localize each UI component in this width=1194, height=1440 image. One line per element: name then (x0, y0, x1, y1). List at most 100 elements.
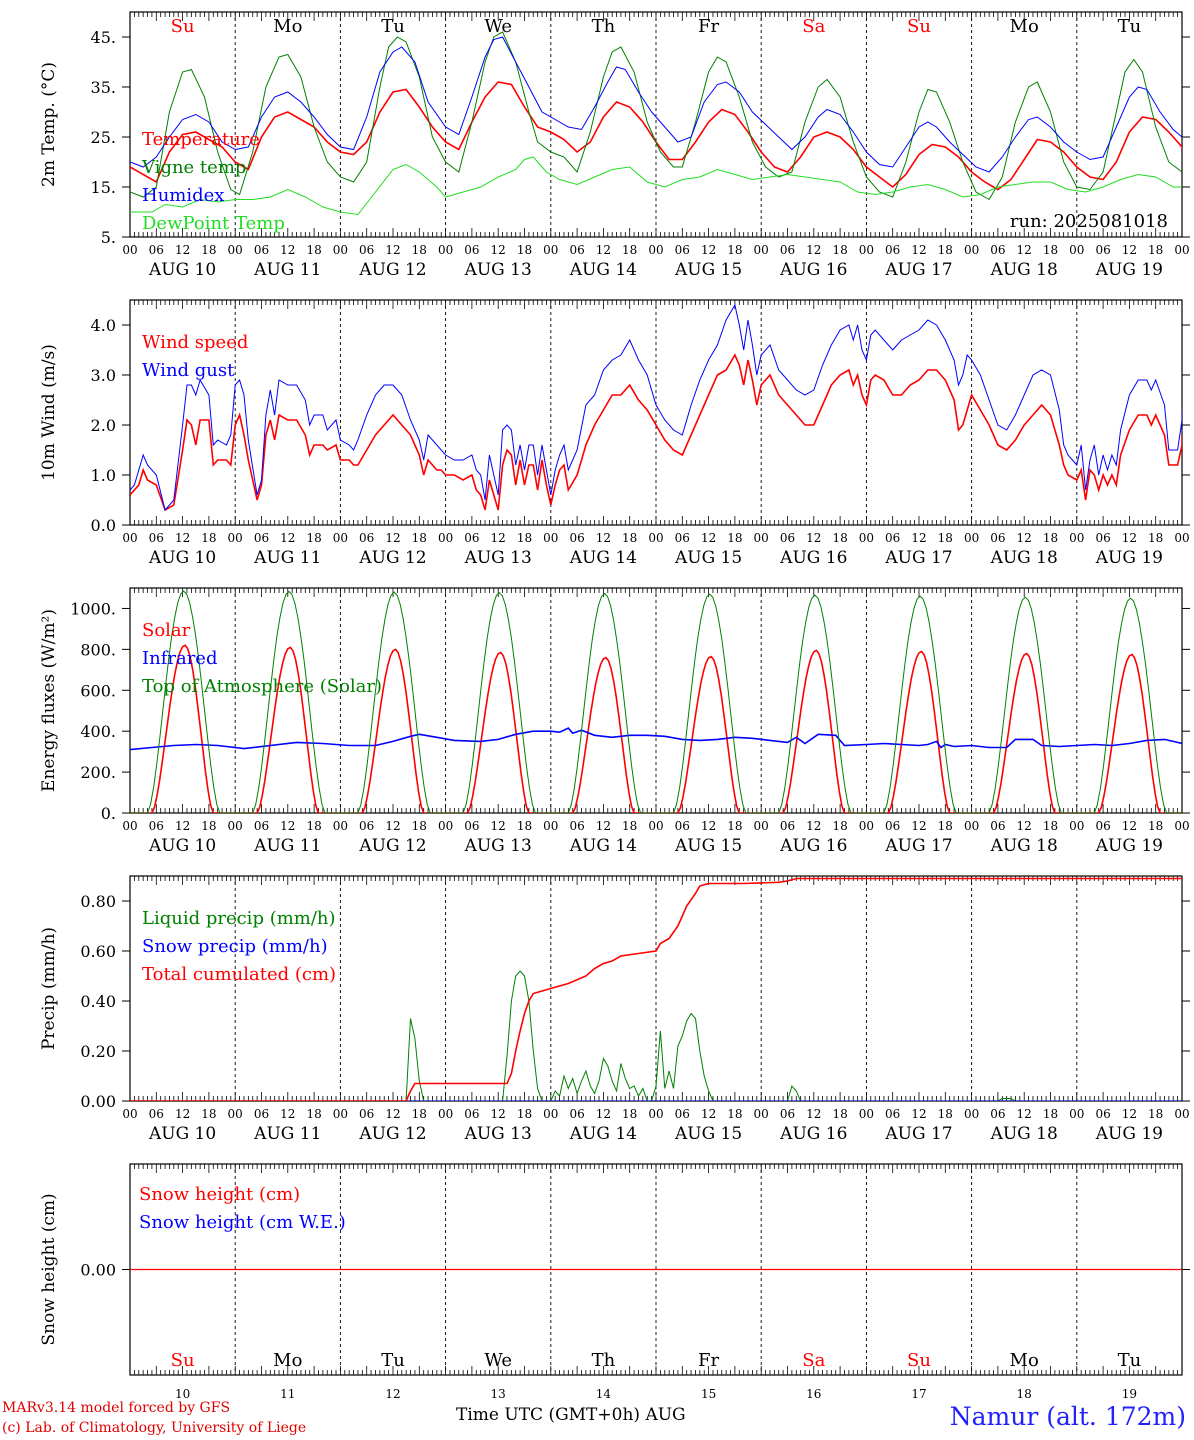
hour-tick-label: 12 (175, 819, 190, 833)
hour-tick-label: 18 (1148, 1107, 1163, 1121)
hour-tick-label: 06 (254, 531, 269, 545)
run-label: run: 2025081018 (1010, 211, 1168, 232)
date-label: AUG 13 (464, 836, 532, 856)
hour-tick-label: 18 (727, 1107, 742, 1121)
hour-tick-label: 18 (938, 819, 953, 833)
hour-tick-label: 06 (885, 243, 900, 257)
y-axis-label: Snow height (cm) (39, 1193, 59, 1345)
hour-tick-label: 12 (596, 819, 611, 833)
y-tick-label: 1.0 (91, 466, 116, 485)
date-label: AUG 12 (358, 836, 426, 856)
y-tick-label: 4.0 (91, 316, 116, 335)
legend-entry: Snow height (cm) (139, 1184, 300, 1205)
hour-tick-label: 12 (701, 819, 716, 833)
panel-frame (129, 587, 1183, 814)
series-top-of-atmosphere-solar (130, 590, 1182, 813)
legend-entry: Snow height (cm W.E.) (139, 1212, 346, 1233)
hour-tick-label: 12 (175, 531, 190, 545)
y-tick-label: 35. (91, 78, 116, 97)
legend-entry: Snow precip (mm/h) (142, 936, 328, 957)
hour-tick-label: 18 (306, 819, 321, 833)
hour-tick-label: 18 (517, 243, 532, 257)
hour-tick-label: 06 (149, 819, 164, 833)
hour-tick-label: 12 (280, 1107, 295, 1121)
date-label: AUG 16 (779, 548, 847, 568)
date-label: AUG 11 (253, 1124, 321, 1144)
flux-panel: 0. 200. 400. 600. 800. 1000. Energy fluxes (W/… (39, 587, 1190, 856)
hour-tick-label: 00 (754, 243, 769, 257)
weekday-label: Mo (1010, 16, 1039, 37)
y-axis-label: Precip (mm/h) (39, 927, 59, 1050)
hour-tick-label: 12 (806, 1107, 821, 1121)
hour-tick-label: 18 (1043, 531, 1058, 545)
date-label: AUG 18 (990, 260, 1058, 280)
hour-tick-label: 06 (885, 531, 900, 545)
hour-tick-label: 18 (306, 531, 321, 545)
legend-entry: Top of Atmosphere (Solar) (142, 676, 382, 697)
weekday-label: We (484, 1350, 512, 1371)
date-label: AUG 12 (358, 548, 426, 568)
hour-tick-label: 00 (122, 1107, 137, 1121)
hour-tick-label: 06 (1095, 1107, 1110, 1121)
hour-tick-label: 06 (464, 1107, 479, 1121)
day-number-label: 12 (385, 1387, 400, 1401)
hour-tick-label: 18 (1043, 819, 1058, 833)
hour-tick-label: 12 (491, 243, 506, 257)
y-tick-label: 45. (91, 28, 116, 47)
date-label: AUG 12 (358, 260, 426, 280)
hour-tick-label: 12 (175, 243, 190, 257)
hour-tick-label: 12 (280, 819, 295, 833)
hour-tick-label: 06 (675, 531, 690, 545)
weekday-label: Tu (381, 1350, 405, 1371)
hour-tick-label: 00 (1069, 243, 1084, 257)
hour-tick-label: 12 (385, 531, 400, 545)
date-label: AUG 13 (464, 260, 532, 280)
hour-tick-label: 12 (1017, 819, 1032, 833)
weekday-label: Th (592, 1350, 616, 1371)
hour-tick-label: 00 (964, 819, 979, 833)
date-label: AUG 13 (464, 548, 532, 568)
series-infrared (130, 727, 1182, 751)
date-label: AUG 16 (779, 260, 847, 280)
hour-tick-label: 06 (254, 819, 269, 833)
hour-tick-label: 00 (333, 243, 348, 257)
hour-tick-label: 18 (1043, 1107, 1058, 1121)
date-label: AUG 14 (569, 548, 637, 568)
hour-tick-label: 18 (201, 1107, 216, 1121)
hour-tick-label: 06 (990, 819, 1005, 833)
hour-tick-label: 12 (1017, 1107, 1032, 1121)
precip-panel: 0.00 0.20 0.40 0.60 0.80 Precip (mm/h) 00 06 12 1… (39, 875, 1190, 1144)
hour-tick-label: 00 (122, 819, 137, 833)
day-number-label: 13 (491, 1387, 506, 1401)
hour-tick-label: 00 (648, 531, 663, 545)
weekday-label: Tu (1118, 16, 1142, 37)
hour-tick-label: 18 (727, 819, 742, 833)
hour-tick-label: 06 (1095, 243, 1110, 257)
y-tick-label: 15. (91, 178, 116, 197)
hour-tick-label: 06 (990, 243, 1005, 257)
day-number-label: 11 (280, 1387, 295, 1401)
series-wind-gust (130, 303, 1182, 512)
date-label: AUG 19 (1095, 260, 1163, 280)
hour-tick-label: 06 (149, 1107, 164, 1121)
hour-tick-label: 06 (464, 243, 479, 257)
hour-tick-label: 12 (491, 1107, 506, 1121)
panel-frame (129, 11, 1183, 238)
y-tick-label: 0. (101, 804, 116, 823)
date-label: AUG 19 (1095, 1124, 1163, 1144)
series-vigne-temp (130, 31, 1182, 201)
hour-tick-label: 06 (254, 243, 269, 257)
weekday-label: Fr (698, 1350, 719, 1371)
hour-tick-label: 00 (1174, 819, 1189, 833)
hour-tick-label: 12 (911, 1107, 926, 1121)
hour-tick-label: 00 (438, 243, 453, 257)
y-tick-label: 0.60 (80, 942, 116, 961)
day-number-label: 15 (701, 1387, 716, 1401)
day-number-label: 10 (175, 1387, 190, 1401)
day-number-label: 14 (596, 1387, 612, 1401)
wind-panel: 0.0 1.0 2.0 3.0 4.0 10m Wind (m/s) 00 06 12 18 AUG… (39, 299, 1190, 568)
weekday-label: Sa (802, 1350, 825, 1371)
x-axis-title: Time UTC (GMT+0h) AUG (456, 1405, 686, 1425)
hour-tick-label: 00 (333, 531, 348, 545)
hour-tick-label: 06 (464, 819, 479, 833)
